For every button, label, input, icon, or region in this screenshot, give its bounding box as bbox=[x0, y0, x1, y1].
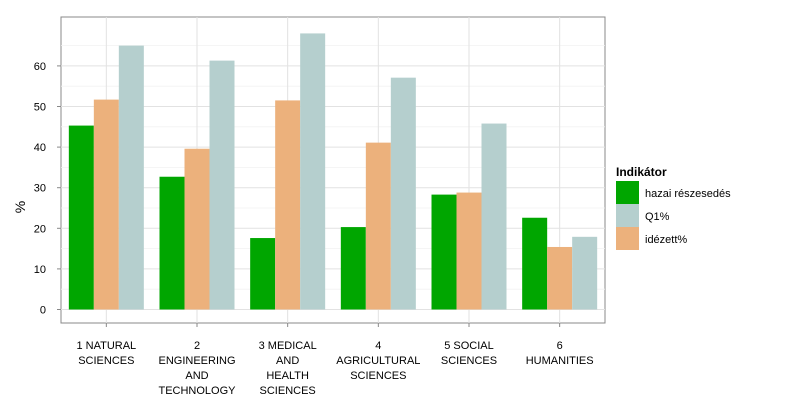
y-tick-label: 40 bbox=[34, 142, 46, 154]
legend-swatch bbox=[616, 181, 639, 204]
legend: Indikátor hazai részesedés Q1% idézett% bbox=[616, 165, 731, 250]
y-tick-label: 50 bbox=[34, 102, 46, 114]
legend-label: Q1% bbox=[645, 211, 670, 223]
bar bbox=[275, 100, 301, 310]
x-axis: 1 NATURAL SCIENCES 2 ENGINEERING AND TECHNOLO… bbox=[76, 323, 594, 397]
bar bbox=[184, 148, 210, 310]
bar bbox=[456, 192, 482, 310]
legend-swatch bbox=[616, 204, 639, 227]
x-tick-label: 3 MEDICAL AND HEALTH SCIENCES bbox=[259, 340, 317, 397]
bar bbox=[390, 77, 416, 310]
bar bbox=[431, 194, 457, 310]
bar bbox=[300, 33, 326, 310]
legend-label: idézett% bbox=[645, 234, 687, 246]
legend-title: Indikátor bbox=[616, 165, 667, 179]
y-tick-label: 20 bbox=[34, 223, 46, 235]
bar bbox=[547, 246, 573, 310]
y-tick-label: 10 bbox=[34, 264, 46, 276]
bar bbox=[572, 236, 598, 310]
bar bbox=[93, 99, 119, 310]
x-tick-label: 2 ENGINEERING AND TECHNOLOGY bbox=[158, 340, 236, 397]
bar bbox=[68, 125, 94, 310]
bar bbox=[209, 60, 235, 310]
bar bbox=[340, 227, 366, 310]
legend-label: hazai részesedés bbox=[645, 188, 731, 200]
plot-panel bbox=[60, 16, 606, 324]
x-tick-label: 5 SOCIAL SCIENCES bbox=[441, 340, 497, 367]
x-tick-label: 4 AGRICULTURAL SCIENCES bbox=[336, 340, 420, 382]
y-tick-label: 0 bbox=[40, 305, 46, 317]
bars bbox=[68, 33, 598, 310]
bar bbox=[365, 142, 391, 310]
y-tick-label: 30 bbox=[34, 183, 46, 195]
bar bbox=[522, 217, 548, 310]
bar bbox=[250, 238, 276, 310]
y-axis-title: % bbox=[12, 201, 28, 213]
x-tick-label: 1 NATURAL SCIENCES bbox=[76, 340, 136, 367]
bar bbox=[159, 176, 185, 310]
y-axis: 0 10 20 30 40 50 60 bbox=[34, 61, 61, 317]
bar bbox=[118, 45, 144, 310]
y-tick-label: 60 bbox=[34, 61, 46, 73]
x-tick-label: 6 HUMANITIES bbox=[526, 340, 594, 367]
bar bbox=[481, 123, 507, 310]
legend-swatch bbox=[616, 227, 639, 250]
